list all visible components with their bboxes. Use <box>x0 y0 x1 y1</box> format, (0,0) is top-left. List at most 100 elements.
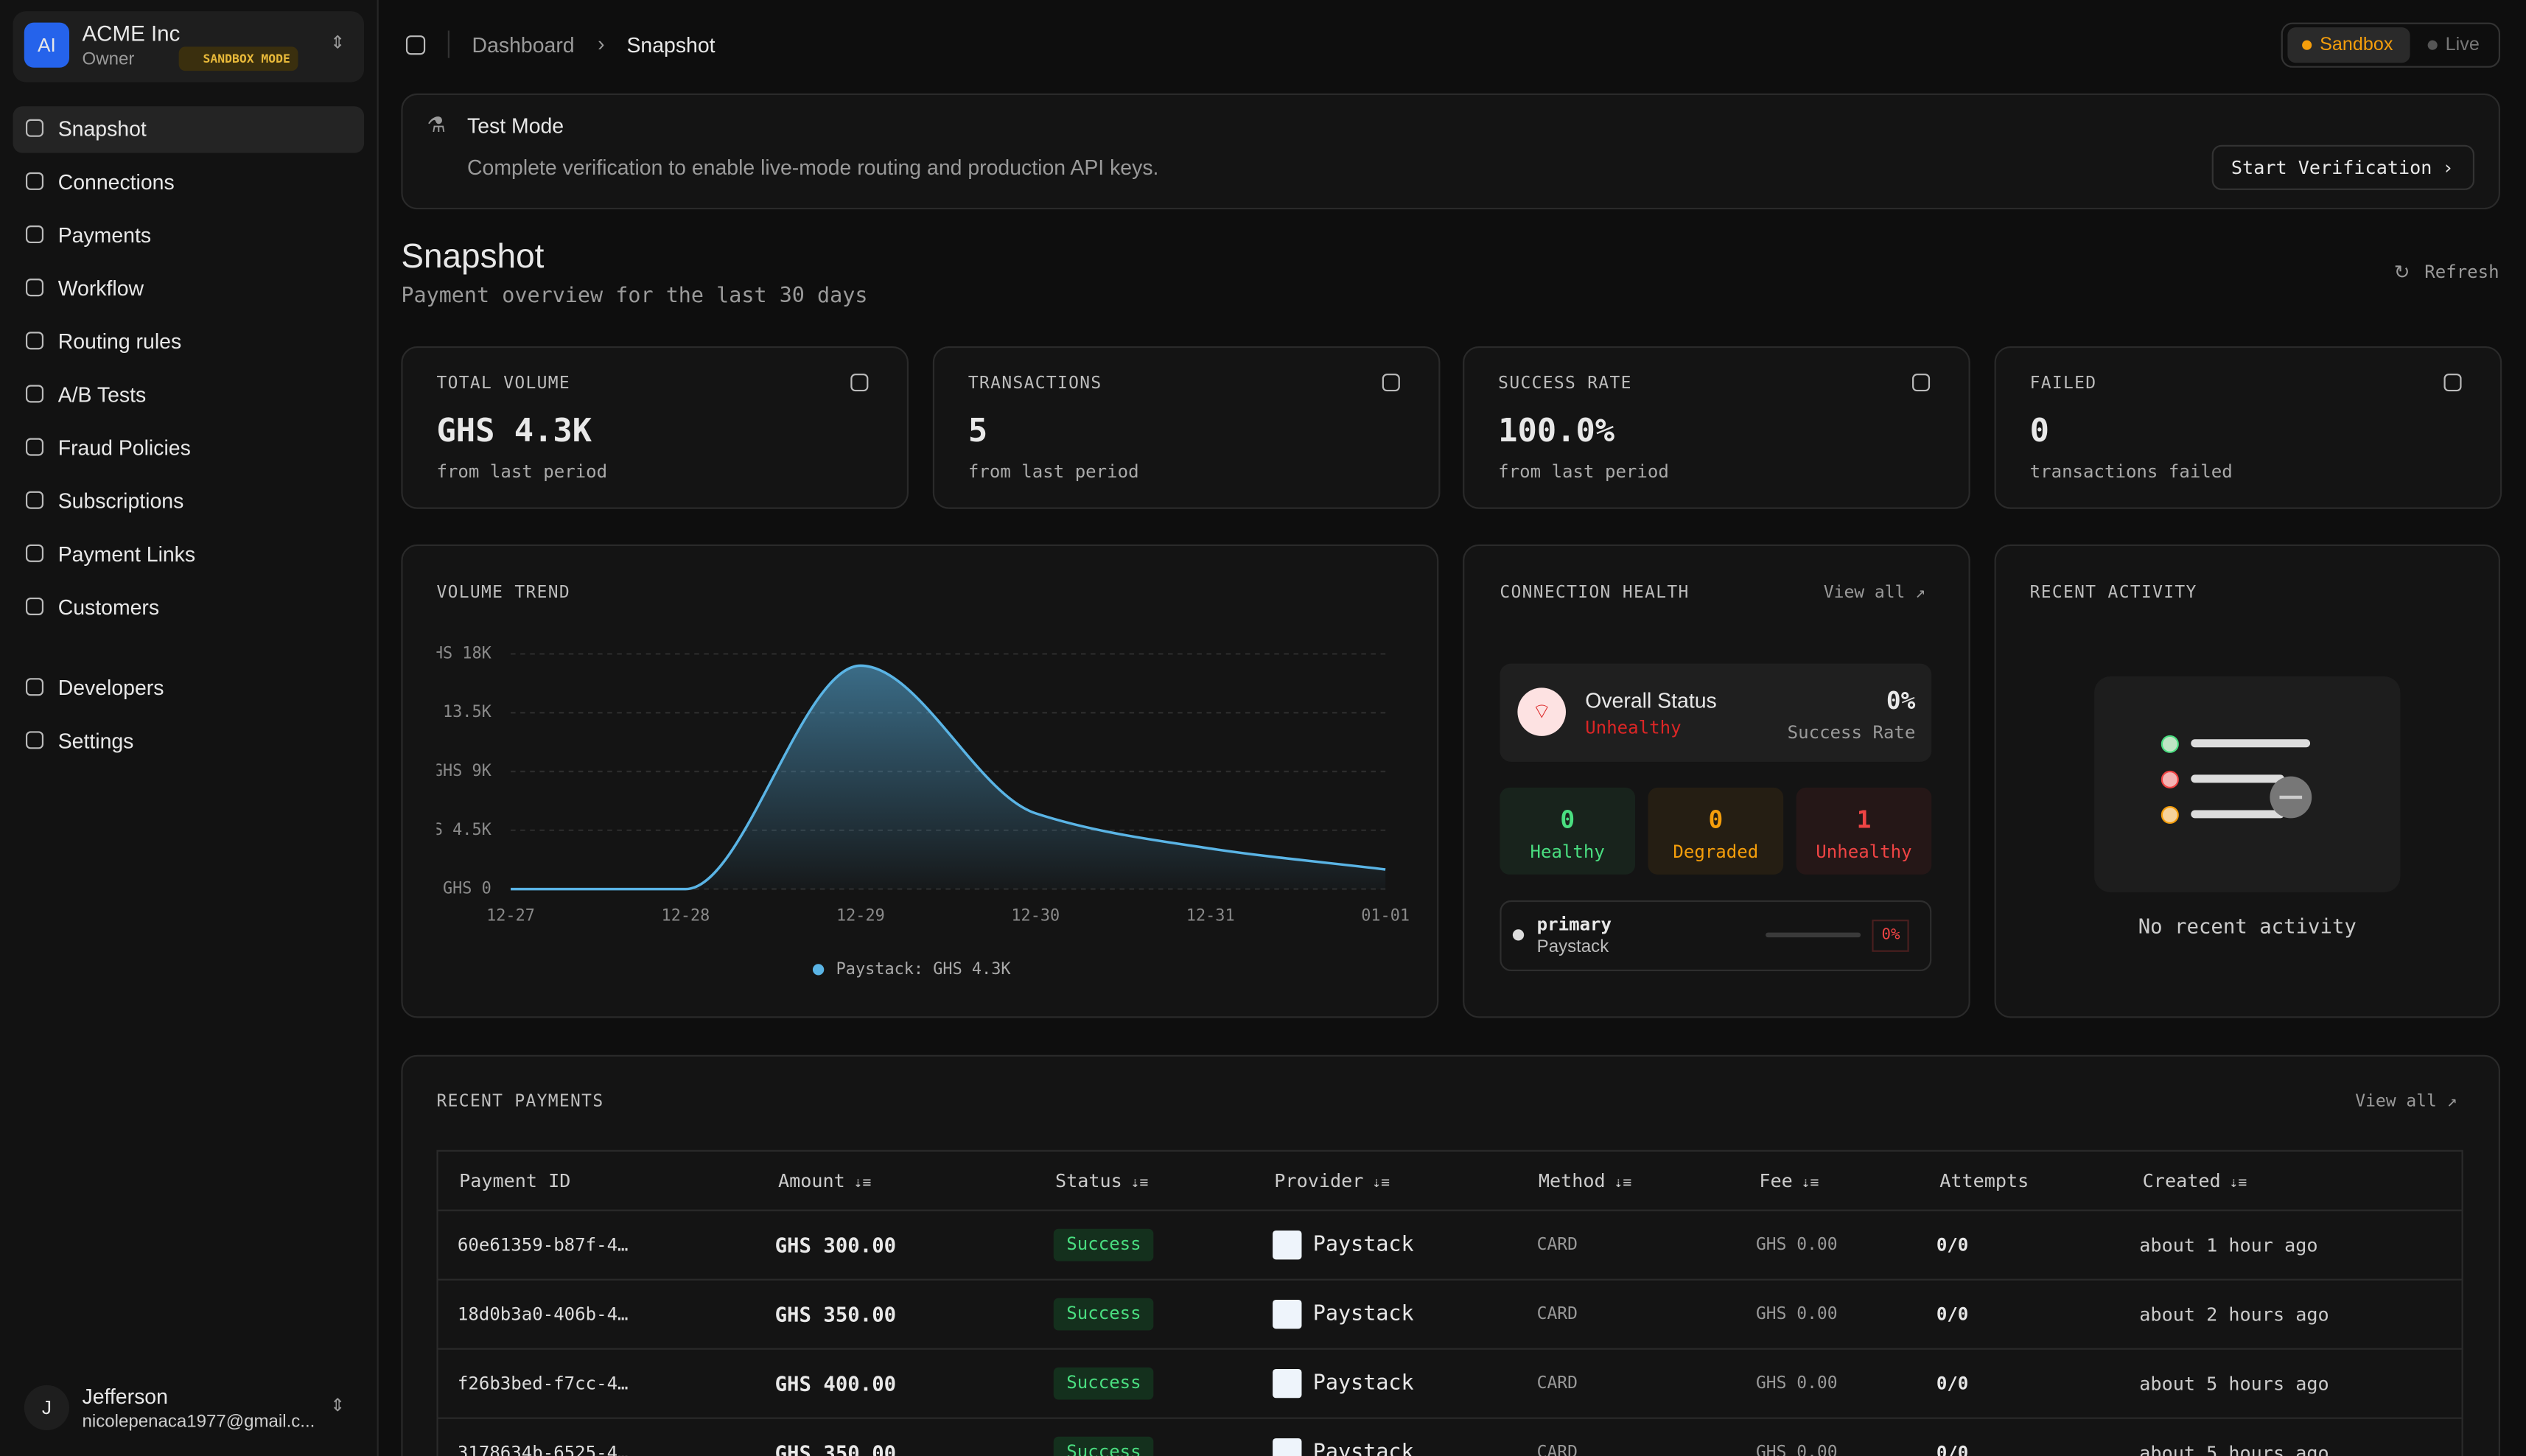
nav-icon <box>25 385 44 403</box>
count-label: Degraded <box>1673 841 1759 863</box>
sort-icon[interactable]: ⇣≡ <box>1605 1175 1632 1192</box>
banner-title: Test Mode <box>467 113 564 138</box>
provider-logo <box>1273 1230 1302 1260</box>
refresh-button[interactable]: Refresh <box>2424 262 2499 283</box>
status-badge: Success <box>1053 1228 1155 1261</box>
row-divider <box>436 1417 2463 1419</box>
breadcrumb-sep: › <box>598 31 605 56</box>
nav-item[interactable]: Settings <box>57 729 134 753</box>
payments-view-all[interactable]: View all ↗ <box>2355 1091 2457 1112</box>
user-menu[interactable]: ⇕ <box>330 1396 346 1416</box>
health-card <box>1463 544 1970 1018</box>
stat-card <box>932 346 1441 509</box>
nav-icon <box>25 225 44 244</box>
provider-logo <box>1273 1368 1302 1399</box>
cell: GHS 400.00 <box>774 1371 897 1396</box>
overall-label: Overall Status <box>1585 688 1717 713</box>
y-tick-labels: GHS 0 GHS 4.5K GHS 9K GHS 13.5K GHS 18K <box>424 644 492 898</box>
nav-icon <box>25 597 44 615</box>
payments-card <box>401 1054 2501 1456</box>
nav-item[interactable]: A/B Tests <box>57 382 147 407</box>
cell: 0/0 <box>1936 1303 1969 1325</box>
count-label: Healthy <box>1530 841 1605 863</box>
column-header[interactable]: Provider ⇣≡ <box>1274 1169 1390 1192</box>
overall-rate: 0% <box>1886 686 1916 715</box>
legend-dot <box>812 964 825 976</box>
stat-note: from last period <box>968 461 1139 483</box>
nav-item[interactable]: Snapshot <box>57 116 147 141</box>
cell: 60e61359-b87f-4… <box>457 1234 629 1256</box>
nav-item[interactable]: Fraud Policies <box>57 435 191 461</box>
sort-icon[interactable]: ⇣≡ <box>1792 1175 1819 1192</box>
nav-item[interactable]: Workflow <box>57 276 144 301</box>
connection-name: primary <box>1536 914 1612 935</box>
count-label: Unhealthy <box>1816 841 1912 863</box>
stat-card <box>1463 346 1970 509</box>
divider <box>447 30 449 58</box>
empty-text: No recent activity <box>2138 914 2357 939</box>
stat-label: TRANSACTIONS <box>968 374 1102 393</box>
cell: CARD <box>1536 1443 1578 1456</box>
column-header: Payment ID <box>459 1169 571 1192</box>
connection-row[interactable] <box>1500 900 1932 972</box>
empty-illustration <box>2094 676 2401 892</box>
rate-bar <box>1766 932 1861 938</box>
sort-icon[interactable]: ⇣≡ <box>844 1175 872 1192</box>
row-divider <box>436 1278 2463 1281</box>
nav-item[interactable]: Payments <box>57 223 152 248</box>
user-avatar: J <box>24 1385 70 1431</box>
stat-note: from last period <box>1498 461 1669 483</box>
count-value: 0 <box>1708 805 1724 835</box>
button-label: Start Verification <box>2231 156 2432 179</box>
column-header[interactable]: Amount ⇣≡ <box>777 1169 872 1192</box>
y-tick-label: GHS 18K <box>424 644 492 662</box>
nav-item[interactable]: Customers <box>57 595 160 620</box>
verify-button[interactable]: Start Verification › <box>2211 144 2475 190</box>
cell: about 1 hour ago <box>2139 1233 2318 1256</box>
nav-item[interactable]: Developers <box>57 675 164 700</box>
cell: GHS 0.00 <box>1755 1443 1838 1456</box>
health-title: CONNECTION HEALTH <box>1500 583 1690 603</box>
stat-note: transactions failed <box>2029 461 2233 483</box>
nav-item[interactable]: Payment Links <box>57 542 196 567</box>
page-title: Snapshot <box>401 238 545 276</box>
stat-icon <box>1382 374 1400 392</box>
provider-name: Paystack <box>1312 1441 1414 1456</box>
dot <box>1512 929 1525 941</box>
nav-icon <box>25 119 44 137</box>
refresh-icon: ↻ <box>2393 261 2410 284</box>
health-view-all[interactable]: View all ↗ <box>1823 583 1926 603</box>
provider-logo <box>1273 1299 1302 1329</box>
banner <box>401 93 2501 210</box>
cell: about 5 hours ago <box>2139 1441 2329 1456</box>
stat-note: from last period <box>436 461 608 483</box>
breadcrumb-link[interactable]: Dashboard <box>472 32 575 57</box>
sidebar-toggle[interactable] <box>405 35 426 55</box>
stat-icon <box>2443 374 2462 392</box>
env-option[interactable]: Live <box>2445 35 2480 55</box>
cell: 0/0 <box>1936 1373 1969 1394</box>
nav-item[interactable]: Connections <box>57 169 175 195</box>
sort-icon[interactable]: ⇣≡ <box>2220 1175 2247 1192</box>
column-header[interactable]: Status ⇣≡ <box>1054 1169 1149 1192</box>
sort-icon[interactable]: ⇣≡ <box>1363 1175 1390 1192</box>
nav-item[interactable]: Routing rules <box>57 329 182 354</box>
y-tick-label: GHS 0 <box>443 880 491 898</box>
column-header[interactable]: Created ⇣≡ <box>2142 1169 2247 1192</box>
stat-value: 100.0% <box>1498 410 1615 449</box>
column-header[interactable]: Method ⇣≡ <box>1538 1169 1632 1192</box>
banner-text: Complete verification to enable live-mod… <box>467 155 1159 180</box>
count-tile <box>1796 787 1932 875</box>
nav-item[interactable]: Subscriptions <box>57 489 184 514</box>
status-badge: Success <box>1053 1367 1155 1400</box>
connection-provider: Paystack <box>1536 937 1609 957</box>
cell: CARD <box>1536 1373 1578 1393</box>
column-header[interactable]: Fee ⇣≡ <box>1759 1169 1819 1192</box>
overall-status: Unhealthy <box>1585 717 1682 739</box>
env-option[interactable]: Sandbox <box>2320 35 2393 55</box>
workspace-name: ACME Inc <box>82 21 181 46</box>
sort-icon[interactable]: ⇣≡ <box>1122 1175 1149 1192</box>
user-email: nicolepenaca1977@gmail.c... <box>82 1412 315 1432</box>
cell: 3178634b-6525-4… <box>457 1442 629 1456</box>
